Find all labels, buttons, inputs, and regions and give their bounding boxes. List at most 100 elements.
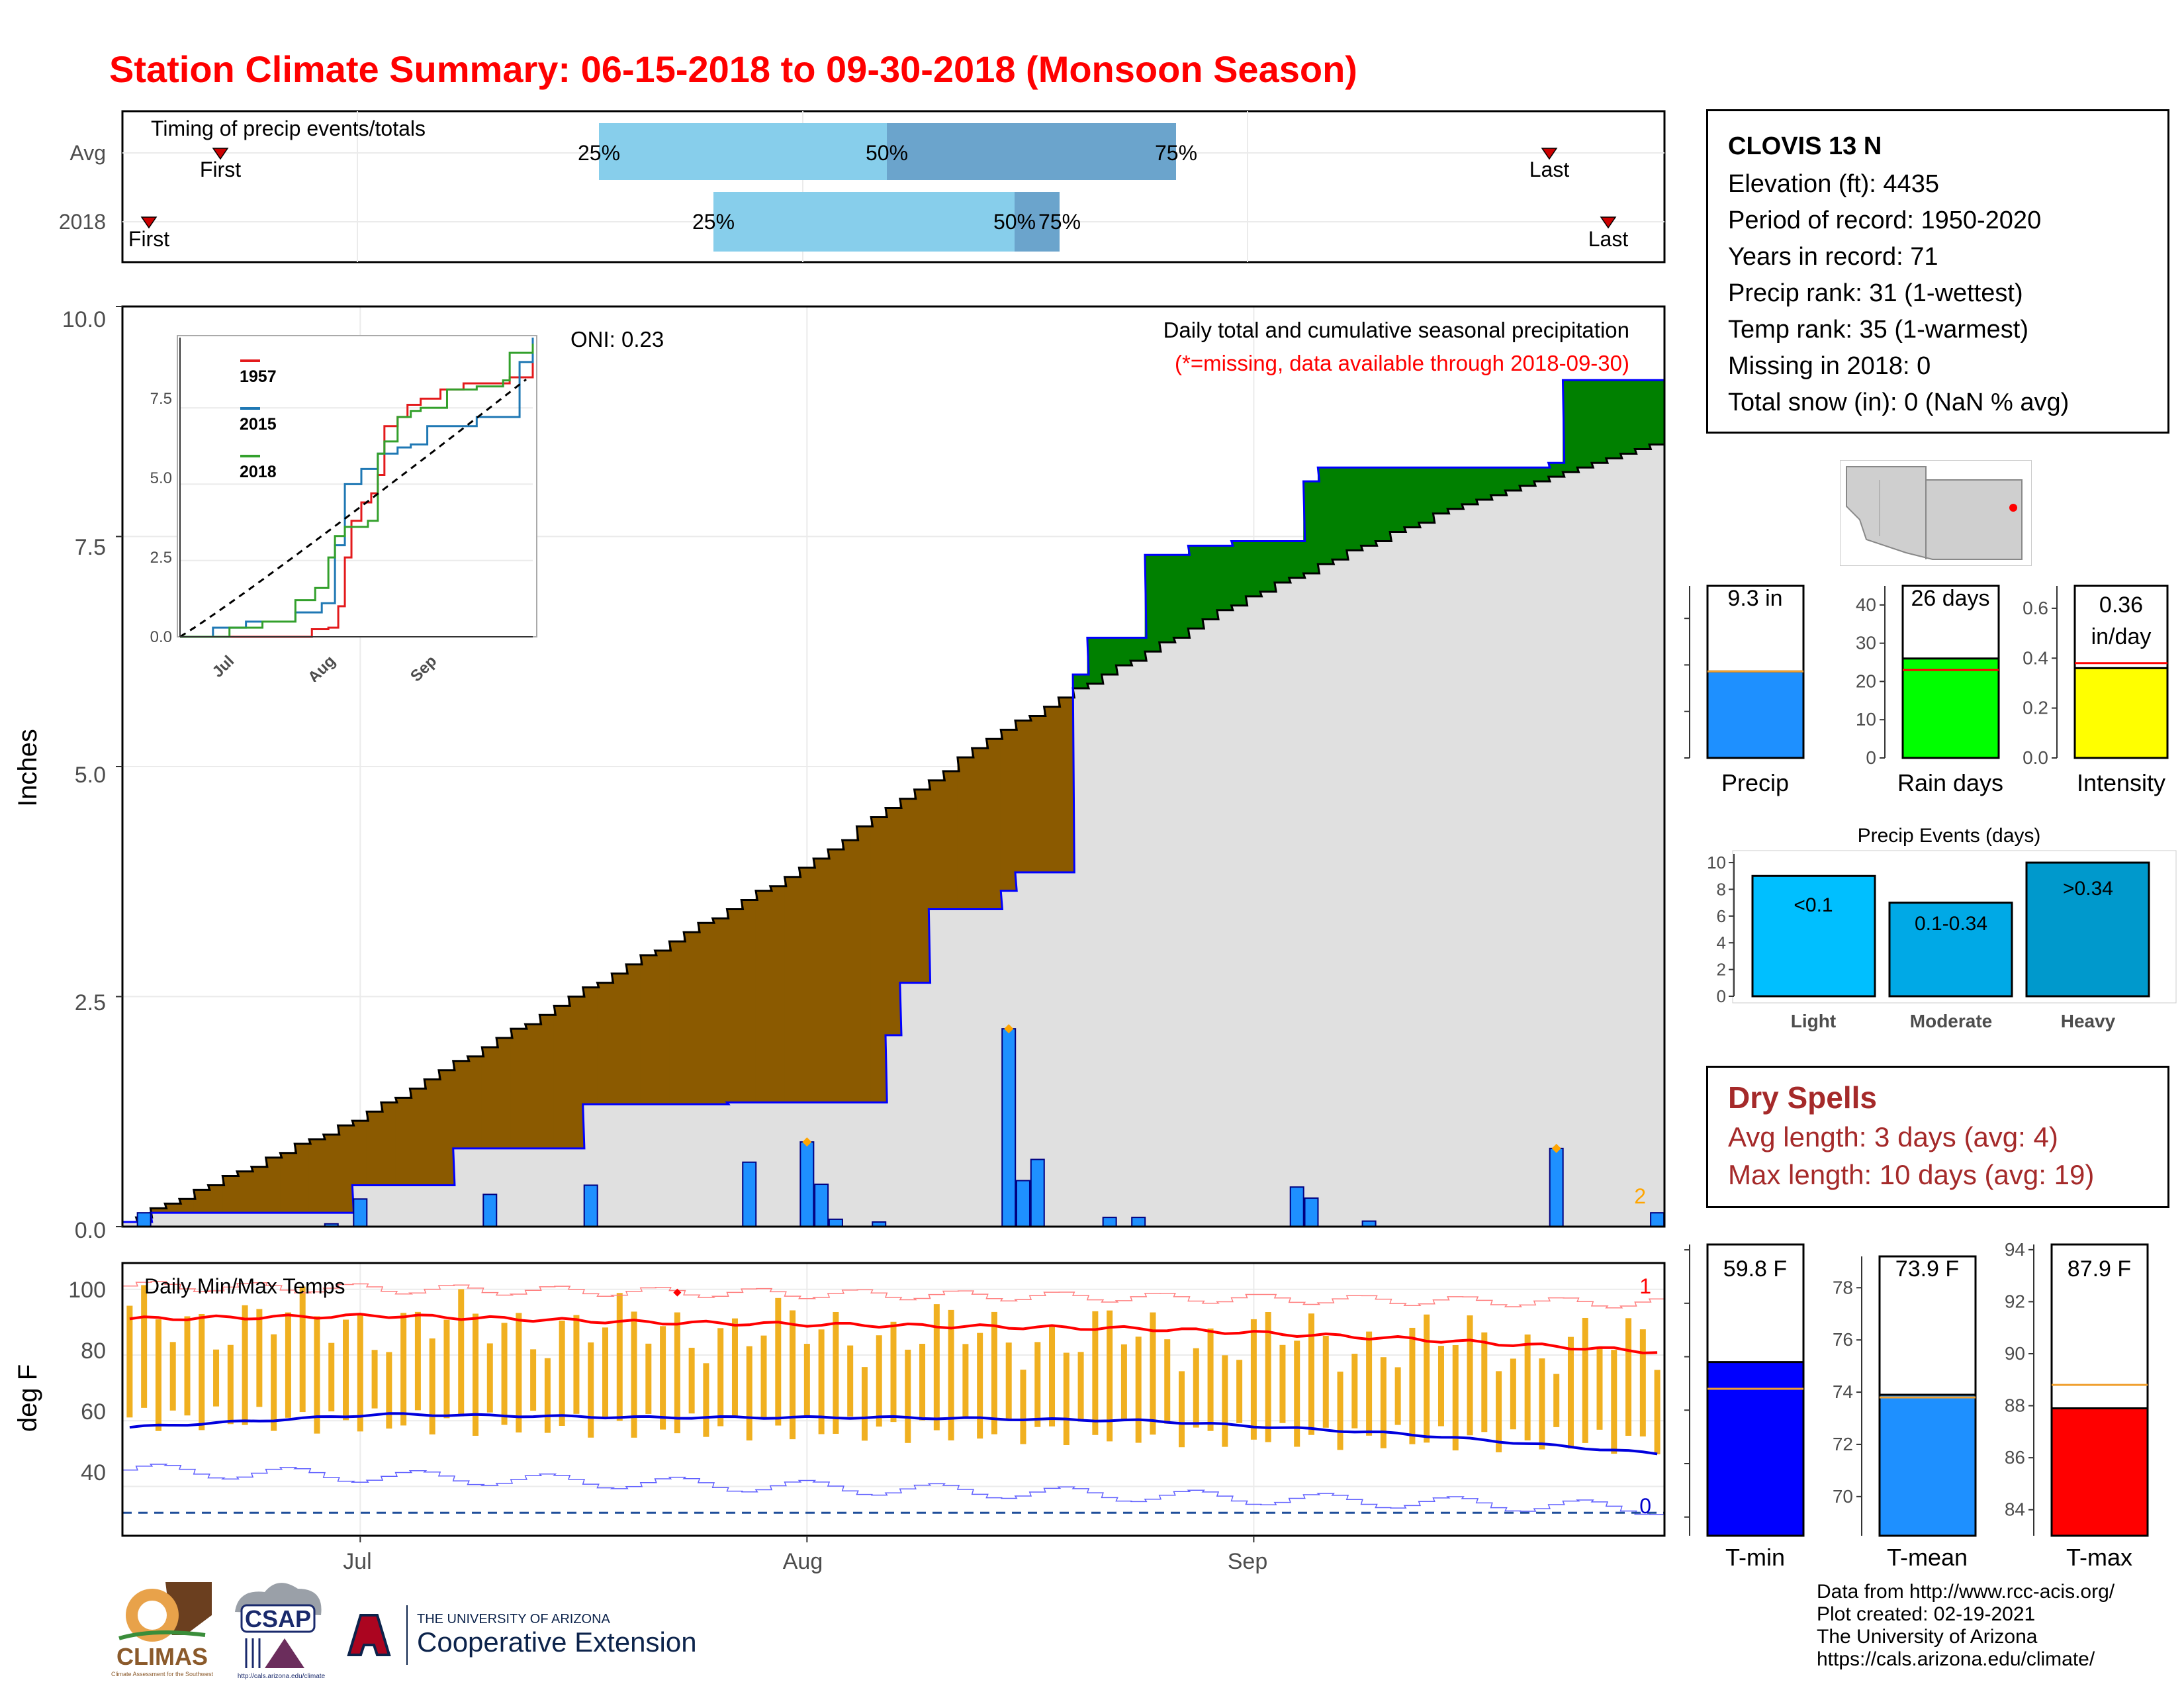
below-avg-area [929, 780, 945, 910]
below-avg-area [827, 849, 844, 1103]
above-avg-area [1087, 637, 1104, 684]
above-avg-area [1187, 545, 1205, 629]
page-title: Station Climate Summary: 06-15-2018 to 0… [109, 48, 1357, 90]
events-tick-label: 10 [1707, 853, 1726, 872]
precip-bar [1706, 670, 1805, 759]
intensity-tick-label: 0.2 [2023, 698, 2048, 718]
daily-temp-bar [473, 1313, 479, 1436]
precip-subtitle: Daily total and cumulative seasonal prec… [1163, 318, 1629, 342]
avg-p25-label: 25% [578, 141, 620, 165]
daily-temp-bar [631, 1311, 637, 1438]
moderate-label: Moderate [1910, 1011, 1992, 1031]
daily-temp-bar [530, 1349, 537, 1411]
cumulative-fill [121, 444, 1666, 1227]
light-text: <0.1 [1794, 894, 1833, 916]
heavy-text: >0.34 [2063, 878, 2113, 900]
inset-x-jul: Jul [209, 652, 238, 681]
x-tick-aug: Aug [783, 1549, 823, 1574]
precip-events-title: Precip Events (days) [1858, 825, 2041, 847]
intensity-value-text2: in/day [2091, 624, 2152, 649]
below-avg-area [395, 1098, 412, 1186]
below-avg-area [1029, 716, 1046, 872]
below-avg-area [655, 951, 671, 1105]
avg-first-label: First [200, 158, 241, 181]
daily-temp-bar [1049, 1325, 1056, 1427]
station-temp-rank: Temp rank: 35 (1-warmest) [1728, 316, 2029, 344]
above-avg-area [1216, 545, 1234, 610]
inset-y-tick-0: 0.0 [150, 628, 172, 646]
inset-chart: 1957 2015 2018 0.0 2.5 5.0 7.5 Jul Aug S… [150, 335, 537, 682]
daily-temp-bar [1179, 1371, 1185, 1448]
events-bar-light [1751, 874, 1876, 998]
avg-min-line [129, 1412, 1658, 1456]
avg-first-marker [212, 148, 229, 160]
daily-temp-bar [645, 1343, 652, 1414]
tmean-label: T-mean [1887, 1544, 1968, 1571]
above-avg-area [1461, 467, 1479, 504]
intensity-tick-label: 0.6 [2023, 598, 2048, 618]
temp-plot-border [121, 1262, 1666, 1537]
below-avg-area [582, 987, 600, 1105]
tmin-bar [1706, 1361, 1805, 1537]
daily-temp-bar [660, 1326, 666, 1430]
below-avg-area [986, 739, 1003, 910]
tmean-value-text: 73.9 F [1895, 1256, 1959, 1282]
below-avg-area [496, 1038, 513, 1149]
tmax-tick-label: 86 [2005, 1447, 2025, 1468]
daily-temp-bar [1150, 1312, 1156, 1435]
daily-temp-bar [1279, 1344, 1286, 1423]
daily-precip-bar [1015, 1180, 1030, 1227]
below-avg-area [150, 1208, 167, 1213]
daily-precip-bar [1131, 1217, 1146, 1227]
daily-temp-bar [357, 1313, 363, 1432]
above-avg-area [1576, 380, 1594, 468]
daily-temp-bar [169, 1342, 176, 1411]
below-avg-area [755, 890, 772, 1103]
daily-precip-bar [482, 1194, 498, 1227]
temp-max-count: 1 [1639, 1274, 1651, 1298]
daily-temp-bar [1351, 1354, 1358, 1429]
y2018-p75-label: 75% [1038, 210, 1081, 234]
daily-temp-bar [1250, 1319, 1257, 1440]
below-avg-area [972, 748, 988, 910]
avg-last-label: Last [1529, 158, 1570, 181]
inset-x-sep: Sep [407, 652, 440, 682]
temp-y-axis-label: deg F [13, 1364, 42, 1432]
y-tick-10: 10.0 [62, 307, 106, 332]
timing-title: Timing of precip events/totals [151, 117, 426, 140]
daily-temp-bar [559, 1320, 565, 1427]
daily-temp-bar [443, 1319, 450, 1419]
average-cumulative-line [121, 444, 1666, 1223]
daily-temp-bar [790, 1310, 796, 1440]
raindays-tick-label: 10 [1856, 709, 1876, 729]
below-avg-area [179, 1199, 196, 1213]
above-avg-area [1231, 541, 1248, 606]
events-tick-label: 4 [1717, 933, 1726, 953]
daily-precip-bar [1650, 1212, 1665, 1228]
above-avg-area [1173, 555, 1190, 638]
daily-temp-bar [271, 1334, 277, 1431]
station-name: CLOVIS 13 N [1728, 132, 1882, 160]
daily-temp-bar [1222, 1355, 1228, 1447]
daily-temp-bar [155, 1319, 161, 1431]
precip-label: Precip [1721, 769, 1789, 796]
locator-map [1840, 460, 2032, 566]
tmax-value-text: 87.9 F [2068, 1256, 2131, 1282]
daily-temp-bar [1409, 1327, 1416, 1444]
daily-temp-bar [688, 1348, 695, 1414]
below-avg-area [712, 918, 729, 1105]
climas-small-text: Climate Assessment for the Southwest [111, 1671, 214, 1677]
daily-precip-bar [136, 1212, 152, 1228]
tmax-tick-label: 94 [2005, 1239, 2025, 1260]
below-avg-area [799, 867, 815, 1103]
below-avg-area [957, 757, 974, 910]
daily-temp-bar [1107, 1310, 1113, 1442]
above-avg-area [1433, 467, 1449, 514]
below-avg-area [770, 886, 787, 1103]
dry-spells-max: Max length: 10 days (avg: 19) [1728, 1159, 2095, 1190]
below-avg-area [625, 964, 643, 1105]
above-avg-area [1072, 675, 1089, 688]
legend-1957: 1957 [240, 367, 277, 386]
precip-value-text: 9.3 in [1727, 586, 1782, 611]
above-avg-area [1130, 637, 1147, 661]
